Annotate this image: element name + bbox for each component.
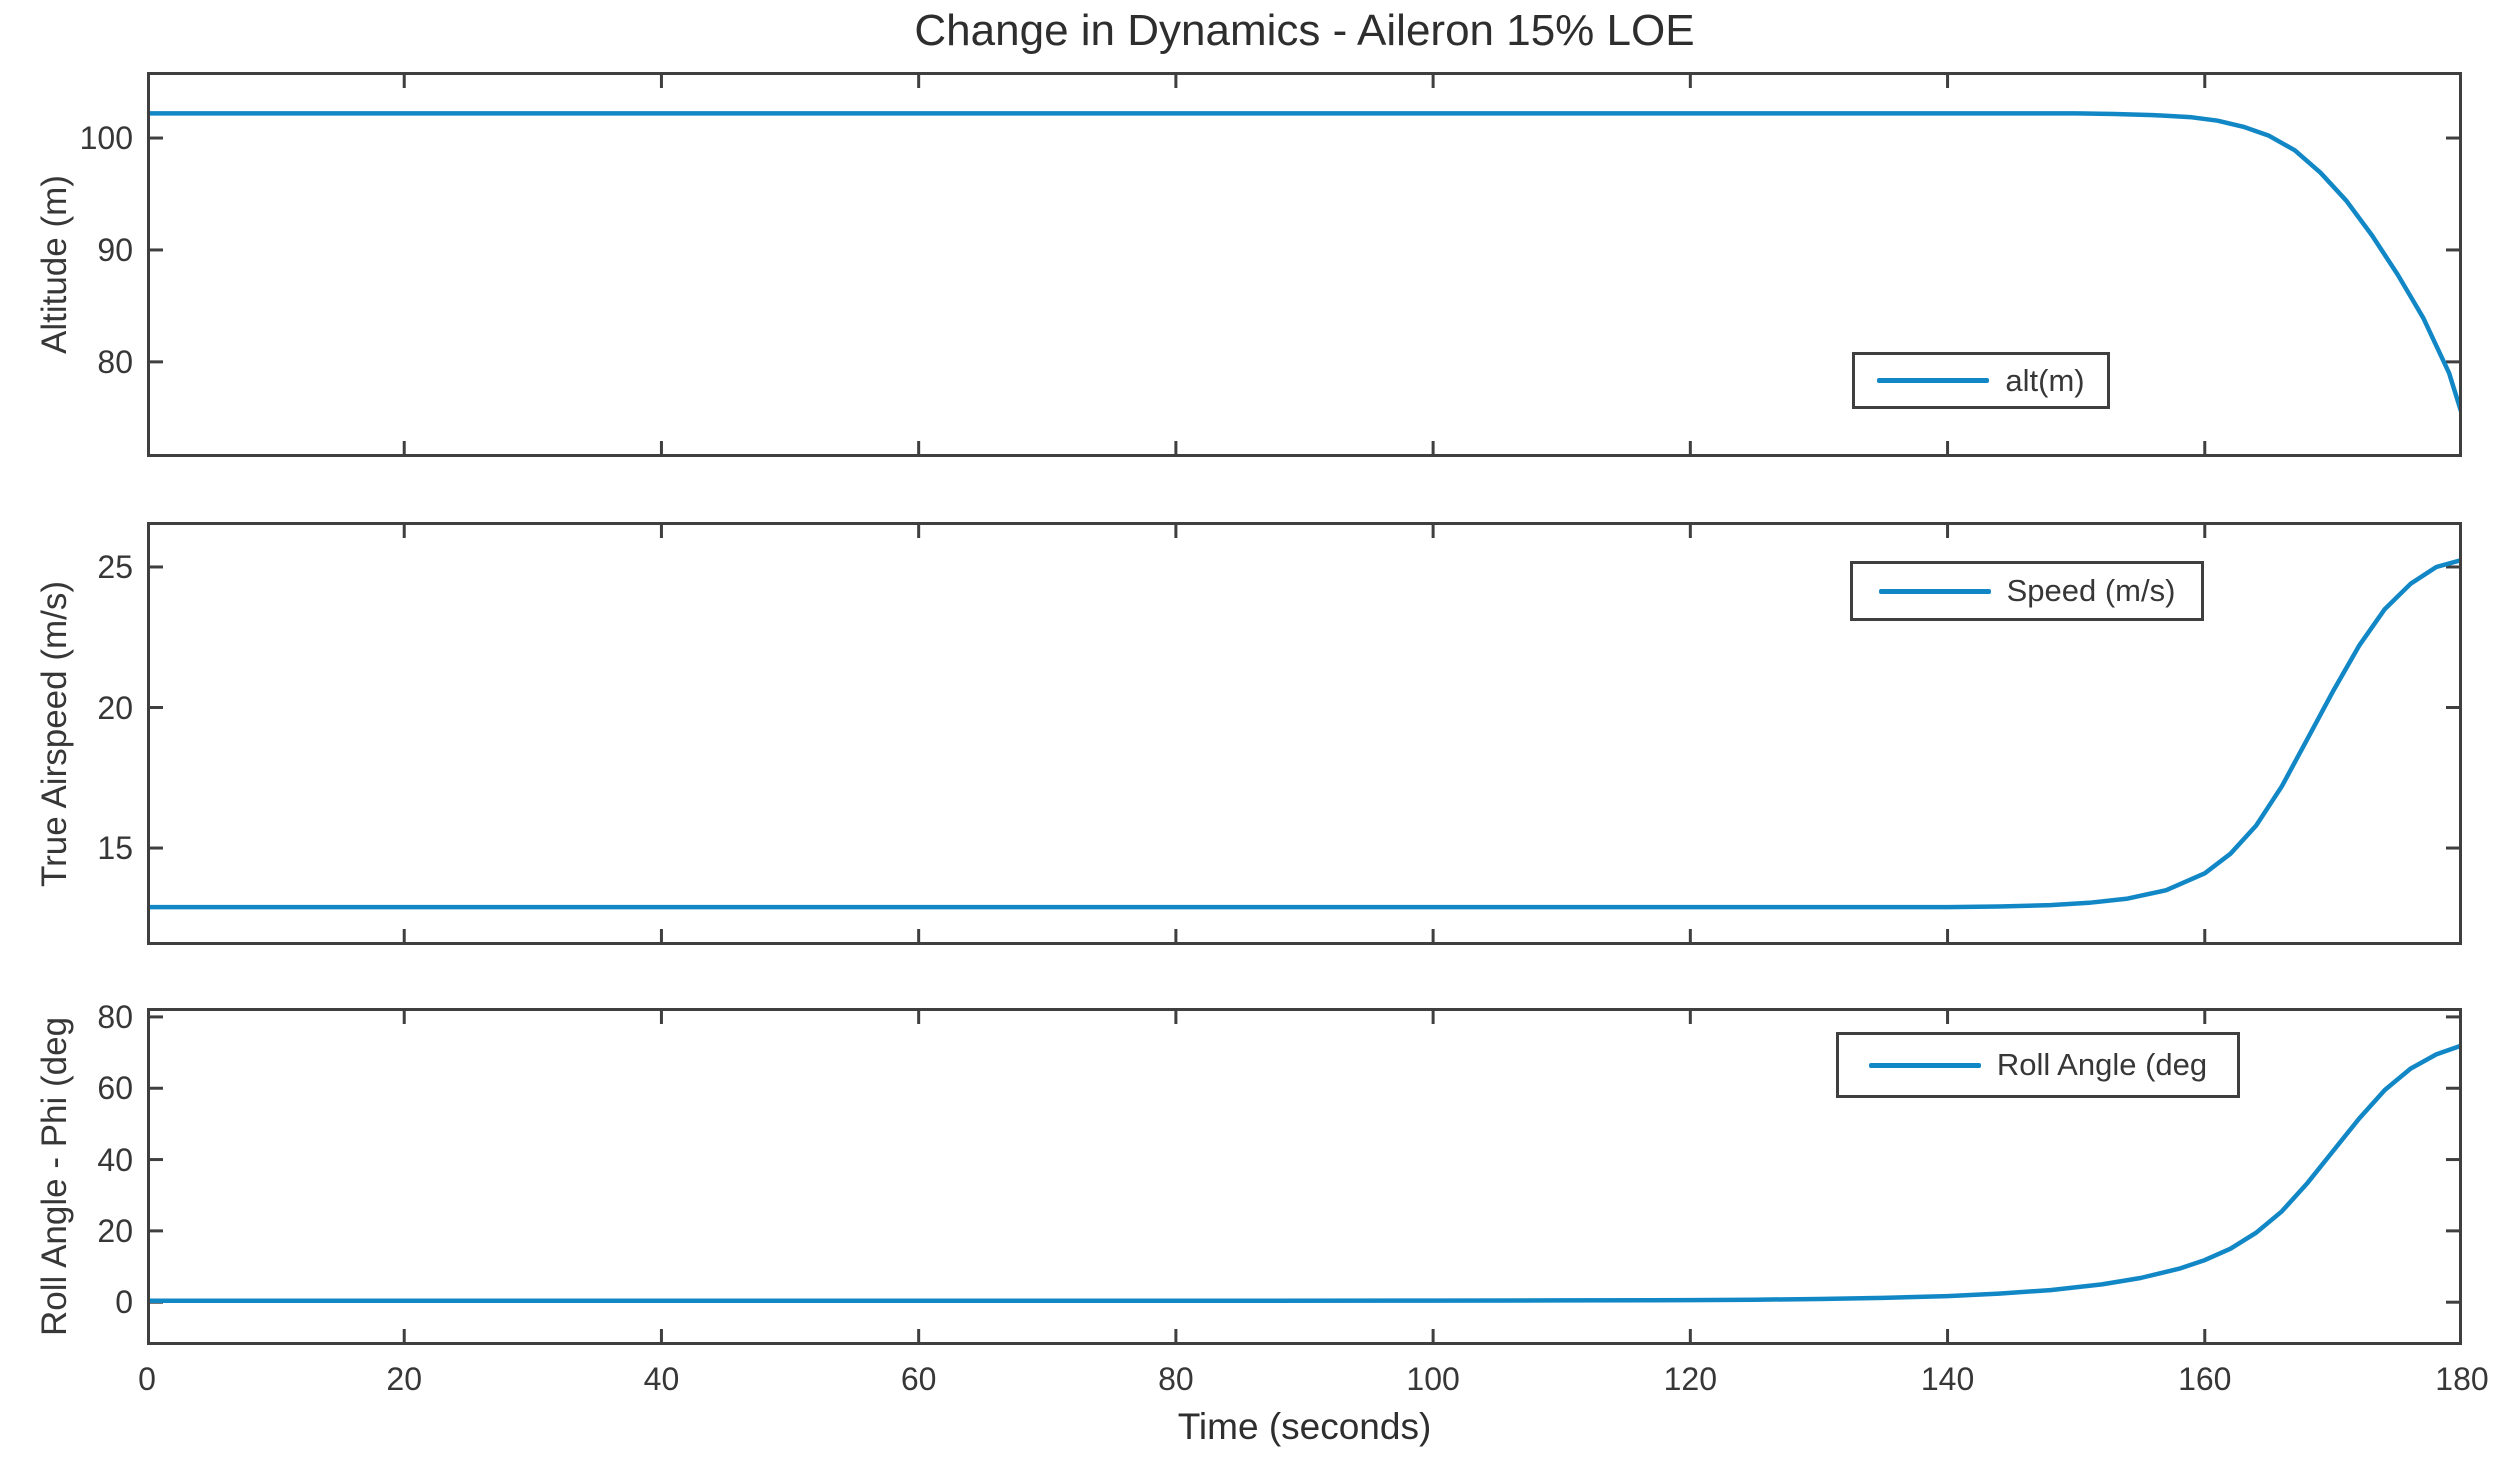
data-series-line [147,557,2462,910]
y-tick-label: 80 [97,998,133,1035]
axes-frame [147,72,2462,457]
axes-frame [147,1008,2462,1345]
x-tick-label: 180 [2435,1361,2489,1397]
airspeed-plot-area [147,522,2462,945]
altitude-legend: alt(m) [1852,352,2110,409]
y-tick-label: 100 [79,120,133,157]
altitude-legend-label: alt(m) [2005,362,2085,398]
x-tick-label: 100 [1406,1361,1460,1397]
subplot-airspeed: True Airspeed (m/s) Speed (m/s) 15 20 25 [35,522,2462,945]
airspeed-legend-line-sample [1878,588,1991,594]
x-tick-label: 120 [1663,1361,1718,1397]
subplot-altitude: Altitude (m) alt(m) 80 90 100 [35,72,2462,457]
x-tick-label: 40 [643,1361,680,1397]
altitude-legend-line-sample [1877,378,1990,383]
x-tick-label: 140 [1920,1361,1975,1397]
roll-angle-legend: Roll Angle (deg [1836,1032,2240,1098]
y-tick-label: 90 [97,231,133,268]
x-tick-label: 80 [1158,1361,1194,1397]
x-tick-label: 20 [386,1361,423,1397]
altitude-plot-area [147,72,2462,457]
y-tick-label: 20 [97,1212,133,1249]
roll-angle-plot-area [147,1008,2462,1345]
y-tick-label: 60 [97,1070,133,1107]
y-tick-label: 80 [97,343,133,380]
y-tick-label: 0 [115,1284,133,1321]
axes-frame [147,522,2462,945]
y-tick-label: 25 [97,548,133,585]
airspeed-legend: Speed (m/s) [1850,561,2204,621]
y-tick-label: 15 [97,830,133,867]
x-tick-label: 60 [900,1361,937,1397]
roll-angle-legend-line-sample [1868,1062,1981,1068]
x-tick-label: 0 [138,1361,156,1397]
airspeed-legend-label: Speed (m/s) [2006,573,2176,608]
x-axis-label: Time (seconds) [1177,1406,1432,1447]
roll-angle-legend-label: Roll Angle (deg [1996,1047,2208,1082]
data-series-line [147,1043,2462,1304]
data-series-line [147,111,2462,417]
x-tick-label: 160 [2178,1361,2232,1397]
y-tick-label: 20 [97,689,133,726]
figure-title: Change in Dynamics - Aileron 15% LOE [914,6,1695,55]
y-tick-label: 40 [97,1141,133,1178]
